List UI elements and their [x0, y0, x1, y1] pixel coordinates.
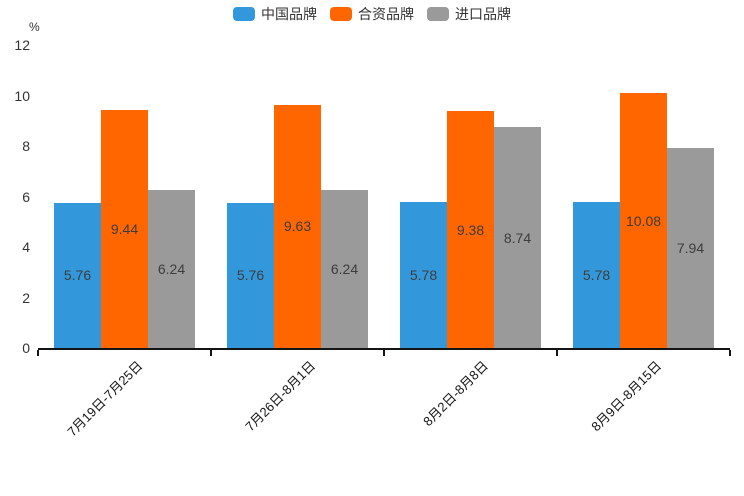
x-axis-line: [38, 348, 730, 350]
bar-value-label: 5.76: [236, 267, 265, 284]
x-axis-tick: [210, 350, 212, 356]
bar: [148, 190, 195, 348]
bar-value-label: 9.44: [110, 220, 139, 237]
bar-value-label: 9.38: [456, 221, 485, 238]
legend-item[interactable]: 合资品牌: [330, 7, 414, 21]
bar-value-label: 7.94: [676, 239, 705, 256]
bar: [274, 104, 321, 348]
bar-value-label: 8.74: [503, 229, 532, 246]
bar: [101, 109, 148, 348]
bar-value-label: 6.24: [157, 261, 186, 278]
bar-value-label: 5.78: [582, 267, 611, 284]
bar-value-label: 9.63: [283, 218, 312, 235]
x-axis-tick: [37, 350, 39, 356]
y-axis-tick-label: 0: [22, 340, 30, 356]
legend-item[interactable]: 中国品牌: [233, 7, 317, 21]
x-axis-category-label: 7月26日-8月1日: [242, 358, 319, 435]
x-axis-tick: [383, 350, 385, 356]
bar: [667, 147, 714, 348]
bar-value-label: 6.24: [330, 261, 359, 278]
y-axis-tick-label: 6: [22, 188, 30, 205]
y-axis-unit-label: %: [29, 20, 40, 34]
bar: [620, 93, 667, 348]
bar-value-label: 5.76: [63, 267, 92, 284]
bar: [227, 202, 274, 348]
y-axis-tick-label: 12: [14, 37, 30, 53]
x-axis-tick: [556, 350, 558, 356]
bar: [321, 190, 368, 348]
bar-value-label: 10.08: [625, 212, 662, 229]
legend-label: 中国品牌: [261, 6, 317, 22]
bar: [573, 202, 620, 348]
bar: [54, 202, 101, 348]
chart-legend: 中国品牌 合资品牌 进口品牌: [0, 7, 744, 21]
legend-label: 合资品牌: [358, 6, 414, 22]
legend-swatch-icon: [330, 7, 352, 21]
y-axis-tick-label: 8: [22, 138, 30, 154]
bar: [494, 127, 541, 348]
legend-swatch-icon: [427, 7, 449, 21]
x-axis-category-label: 8月2日-8月8日: [420, 358, 492, 430]
y-axis-tick-label: 2: [22, 289, 30, 306]
legend-item[interactable]: 进口品牌: [427, 7, 511, 21]
y-axis-tick-label: 10: [14, 87, 30, 104]
x-axis-category-label: 7月19日-7月25日: [64, 358, 146, 440]
legend-label: 进口品牌: [455, 6, 511, 22]
x-axis-tick: [729, 350, 731, 356]
bar: [447, 111, 494, 348]
x-axis-category-label: 8月9日-8月15日: [588, 358, 665, 435]
y-axis-tick-label: 4: [22, 239, 30, 255]
legend-swatch-icon: [233, 7, 255, 21]
bar-value-label: 5.78: [409, 267, 438, 284]
bar: [400, 202, 447, 348]
